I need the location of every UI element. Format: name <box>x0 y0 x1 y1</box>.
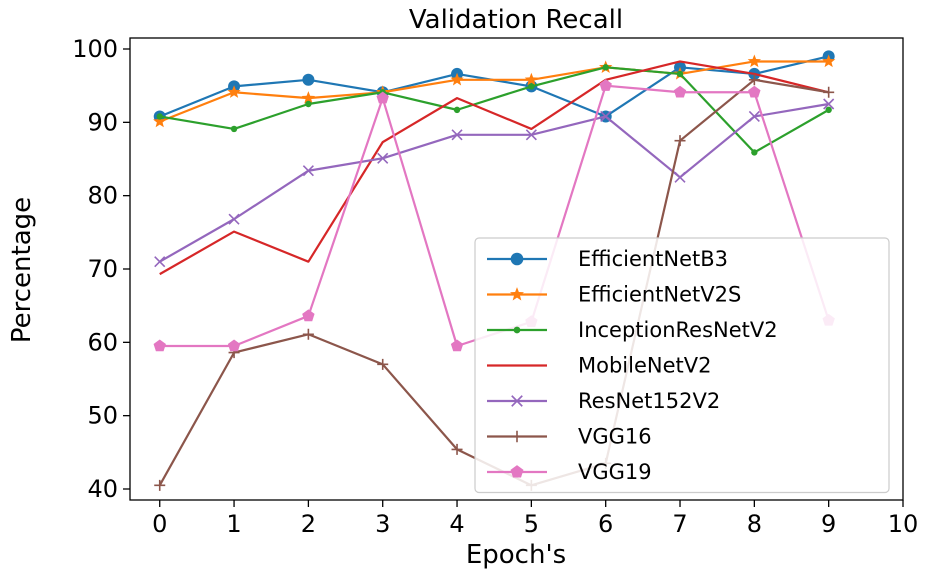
data-point <box>600 110 612 123</box>
data-point <box>748 110 760 123</box>
data-point <box>510 465 524 478</box>
legend-item: VGG19 <box>487 460 652 484</box>
data-point <box>525 129 537 141</box>
x-tick-label: 3 <box>375 510 390 538</box>
data-point <box>301 91 316 104</box>
x-tick-label: 5 <box>524 510 539 538</box>
data-point <box>227 85 241 98</box>
data-point <box>450 72 464 86</box>
series-line <box>159 102 829 263</box>
legend-label: EfficientNetB3 <box>578 247 728 271</box>
legend: EfficientNetB3 EfficientNetV2S InceptionRe… <box>474 237 890 494</box>
data-point <box>302 309 315 322</box>
x-tick-label: 8 <box>747 510 762 538</box>
y-tick-label: 40 <box>87 475 118 503</box>
y-tick-label: 70 <box>87 255 118 283</box>
data-point <box>153 114 167 128</box>
data-point <box>302 165 314 177</box>
data-point <box>673 85 687 98</box>
data-point <box>153 339 166 352</box>
data-point <box>823 98 835 110</box>
legend-box <box>474 237 890 494</box>
legend-item: VGG16 <box>487 425 652 449</box>
data-point <box>377 152 389 164</box>
x-axis: 0 1 2 3 4 5 6 7 8 9 10 <box>152 500 918 538</box>
data-point <box>302 73 315 86</box>
data-point <box>154 479 166 491</box>
x-tick-label: 2 <box>301 510 316 538</box>
legend-label: MobileNetV2 <box>578 354 711 378</box>
data-point <box>511 395 523 407</box>
y-axis-title: Percentage <box>7 197 37 343</box>
y-tick-label: 100 <box>72 35 118 63</box>
data-point <box>453 106 461 114</box>
legend-label: VGG16 <box>578 425 652 449</box>
data-point <box>602 64 609 71</box>
legend-item: ResNet152V2 <box>487 389 720 413</box>
data-point <box>451 129 463 141</box>
data-point <box>528 83 535 90</box>
x-axis-title: Epoch's <box>466 540 566 570</box>
legend-label: VGG19 <box>578 460 652 484</box>
x-tick-label: 6 <box>598 510 613 538</box>
series-resnet152v2 <box>154 98 835 268</box>
data-point <box>451 443 463 455</box>
data-point <box>302 328 314 340</box>
series-mobilenetv2 <box>159 60 829 276</box>
data-point <box>510 252 524 266</box>
data-point <box>154 256 166 268</box>
data-point <box>825 106 832 114</box>
data-point <box>822 54 836 68</box>
data-point <box>228 213 240 225</box>
data-point <box>450 339 464 352</box>
y-axis: 40 50 60 70 80 90 100 <box>72 35 130 503</box>
legend-label: ResNet152V2 <box>578 389 720 413</box>
data-point <box>674 171 686 183</box>
legend-item: MobileNetV2 <box>487 354 711 378</box>
data-point <box>823 86 835 98</box>
data-point <box>377 358 389 370</box>
legend-label: InceptionResNetV2 <box>578 318 778 342</box>
legend-item: EfficientNetV2S <box>487 283 741 307</box>
series-efficientnetb3 <box>153 50 835 123</box>
x-tick-label: 0 <box>152 510 167 538</box>
y-tick-label: 90 <box>87 108 118 136</box>
x-tick-label: 10 <box>888 510 919 538</box>
legend-label: EfficientNetV2S <box>578 283 741 307</box>
data-point <box>676 70 684 78</box>
data-point <box>751 149 758 156</box>
legend-item: InceptionResNetV2 <box>487 318 778 342</box>
data-point <box>227 339 241 352</box>
data-point <box>748 85 761 98</box>
data-point <box>511 430 523 443</box>
x-tick-label: 4 <box>449 510 464 538</box>
data-point <box>674 135 686 147</box>
x-tick-label: 9 <box>821 510 836 538</box>
data-point <box>524 72 539 86</box>
data-point <box>156 113 163 120</box>
data-point <box>305 100 312 108</box>
data-point <box>599 79 612 91</box>
data-point <box>230 125 238 133</box>
y-tick-label: 80 <box>87 182 118 210</box>
data-point <box>748 74 760 86</box>
x-tick-label: 7 <box>672 510 687 538</box>
series-line <box>159 66 830 154</box>
data-point <box>510 287 524 301</box>
y-tick-label: 50 <box>87 402 118 430</box>
data-point <box>376 91 389 104</box>
x-tick-label: 1 <box>226 510 241 538</box>
data-point <box>747 54 761 68</box>
chart-title: Validation Recall <box>409 5 623 35</box>
series-inceptionresnetv2 <box>156 64 832 156</box>
data-point <box>513 326 521 334</box>
y-tick-label: 60 <box>87 328 118 356</box>
legend-item: EfficientNetB3 <box>487 247 728 271</box>
series-efficientnetv2s <box>153 54 836 128</box>
series-line <box>159 60 829 276</box>
